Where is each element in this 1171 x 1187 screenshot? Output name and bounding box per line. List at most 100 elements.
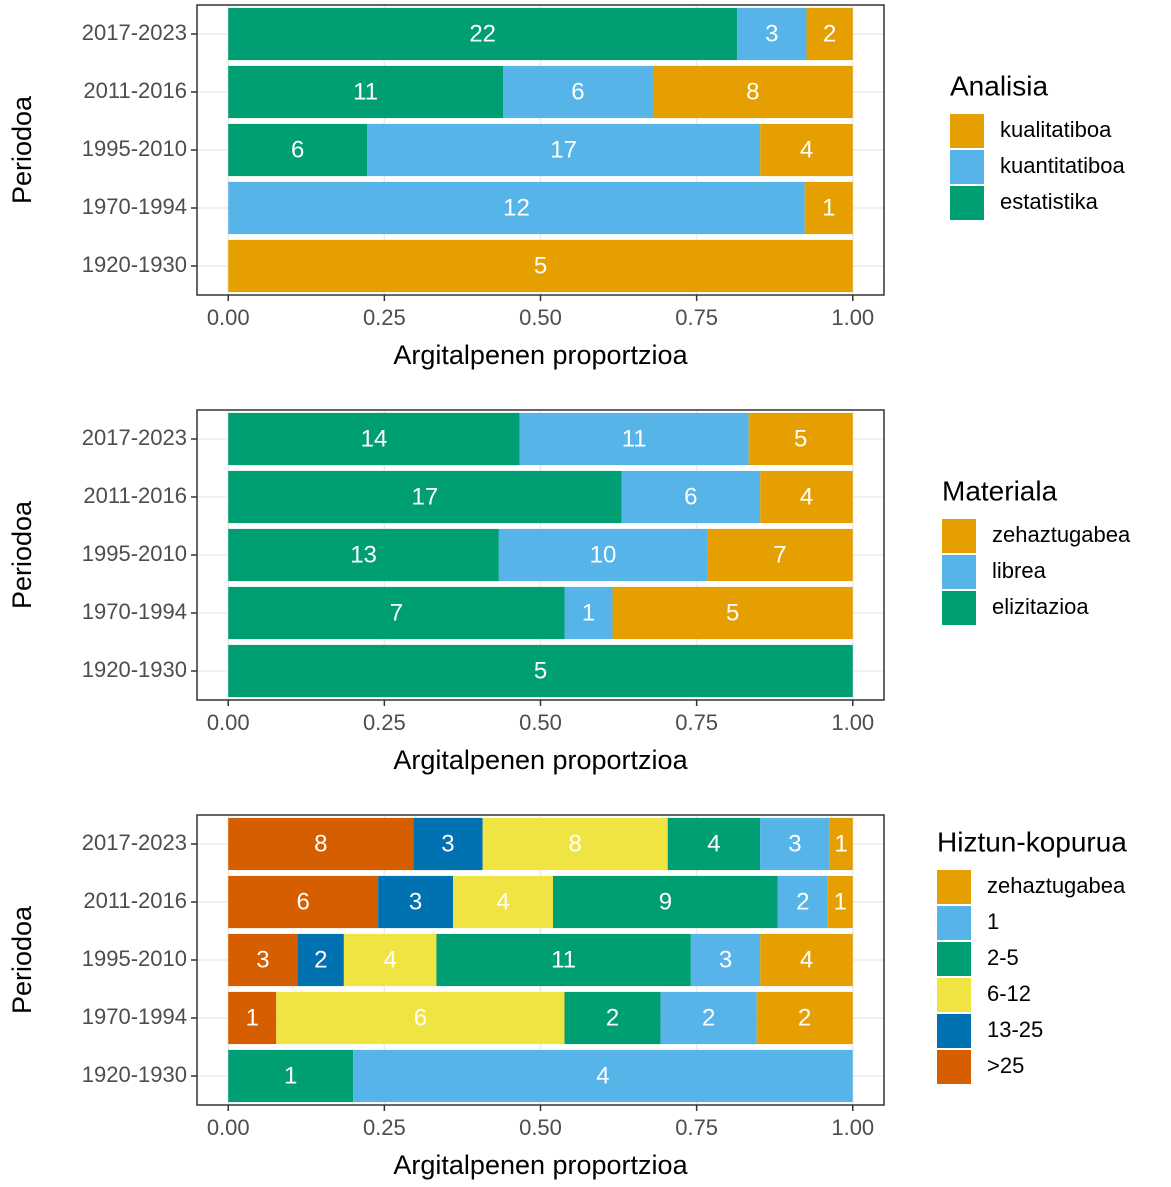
y-tick-label: 2017-2023 [82,830,187,855]
y-tick-label: 2011-2016 [83,78,187,103]
bar-segment [564,586,613,640]
x-axis-title: Argitalpenen proportzioa [393,1150,688,1180]
data-label: 1 [582,599,595,626]
data-label: 9 [659,888,672,915]
data-label: 11 [353,78,378,105]
bar-segment [228,239,853,293]
data-label: 4 [596,1062,609,1089]
data-label: 7 [773,541,786,568]
data-label: 4 [800,483,813,510]
bar-segment [228,528,499,582]
legend-label: 13-25 [987,1017,1043,1042]
bar-segment [228,412,520,466]
x-axis-title: Argitalpenen proportzioa [393,745,688,775]
data-label: 17 [411,483,438,510]
legend-key [950,186,984,220]
x-tick-label: 0.25 [363,710,406,735]
x-tick-label: 0.50 [519,305,562,330]
y-tick-label: 2011-2016 [83,888,187,913]
data-label: 22 [469,20,496,47]
data-label: 2 [823,20,836,47]
data-label: 2 [606,1004,619,1031]
bar-segment [503,65,653,119]
bar-segment [829,817,853,871]
bar-segment [228,875,379,929]
y-tick-label: 1970-1994 [82,1004,187,1029]
data-label: 2 [798,1004,811,1031]
bar-segment [652,65,853,119]
data-label: 10 [590,541,617,568]
x-tick-label: 0.25 [363,305,406,330]
data-label: 8 [314,830,327,857]
y-tick-label: 1995-2010 [82,136,187,161]
data-label: 2 [702,1004,715,1031]
data-label: 5 [534,657,547,684]
legend-title: Hiztun-kopurua [937,826,1127,857]
bar-segment [827,875,853,929]
bar-segment [228,1049,354,1103]
data-label: 3 [765,20,778,47]
bar-segment [276,991,565,1045]
y-tick-label: 1920-1930 [82,657,187,682]
bar-segment [453,875,553,929]
legend-label: zehaztugabea [987,873,1126,898]
data-label: 5 [794,425,807,452]
y-tick-label: 1920-1930 [82,252,187,277]
data-label: 17 [550,136,577,163]
data-label: 5 [726,599,739,626]
y-axis-title: Periodoa [7,500,37,609]
bar-segment [228,123,368,177]
bar-segment [612,586,853,640]
legend-key [942,555,976,589]
y-tick-label: 1920-1930 [82,1062,187,1087]
bar-segment [482,817,668,871]
bar-segment [228,470,622,524]
bar-segment [760,470,853,524]
y-axis-title: Periodoa [7,95,37,204]
x-tick-label: 0.00 [207,305,250,330]
data-label: 3 [788,830,801,857]
y-axis-title: Periodoa [7,905,37,1014]
data-label: 4 [383,946,396,973]
data-label: 1 [834,888,847,915]
y-tick-label: 2017-2023 [82,20,187,45]
data-label: 3 [409,888,422,915]
data-label: 4 [496,888,509,915]
legend-label: kualitatiboa [1000,117,1112,142]
legend-label: 1 [987,909,999,934]
bar-segment [228,181,805,235]
data-label: 3 [441,830,454,857]
x-tick-label: 0.75 [675,710,718,735]
bar-segment [228,586,565,640]
bar-segment [228,817,414,871]
data-label: 1 [822,194,835,221]
x-tick-label: 0.25 [363,1115,406,1140]
bar-segment [343,933,437,987]
data-label: 4 [800,946,813,973]
legend-key [937,978,971,1012]
legend-key [937,906,971,940]
data-label: 7 [390,599,403,626]
data-label: 1 [835,830,848,857]
legend-label: zehaztugabea [992,522,1131,547]
x-tick-label: 0.50 [519,710,562,735]
bar-segment [806,7,853,61]
legend-title: Materiala [942,475,1058,506]
data-label: 6 [296,888,309,915]
bar-segment [760,933,853,987]
legend-label: elizitazioa [992,594,1089,619]
y-tick-label: 1970-1994 [82,599,187,624]
x-axis-title: Argitalpenen proportzioa [393,340,688,370]
x-tick-label: 0.00 [207,710,250,735]
legend-label: >25 [987,1053,1024,1078]
y-tick-label: 2011-2016 [83,483,187,508]
bar-segment [498,528,708,582]
data-label: 14 [361,425,388,452]
legend-key [937,1050,971,1084]
data-label: 6 [291,136,304,163]
panel: 5 1920-1930 7 1 5 1970-1994 13 10 7 1995-2010 17 6 4… [7,409,1131,775]
legend-label: librea [992,558,1047,583]
x-tick-label: 0.00 [207,1115,250,1140]
legend-key [942,591,976,625]
